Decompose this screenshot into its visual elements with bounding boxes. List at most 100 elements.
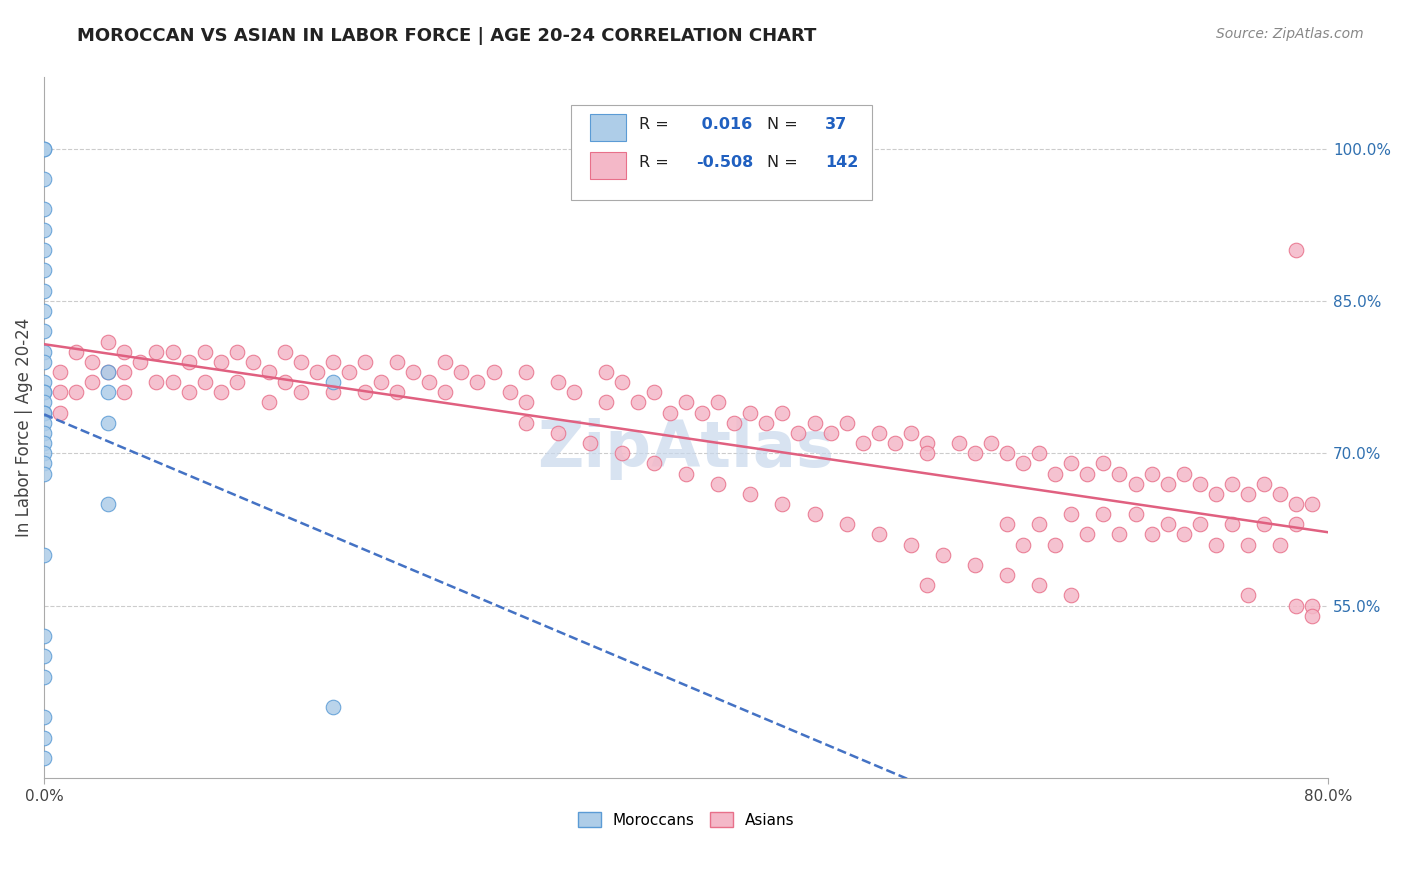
Point bbox=[1140, 467, 1163, 481]
Point bbox=[643, 385, 665, 400]
Point bbox=[915, 446, 938, 460]
Text: R =: R = bbox=[638, 117, 673, 132]
Point bbox=[1060, 589, 1083, 603]
Point bbox=[1268, 538, 1291, 552]
Point bbox=[145, 344, 167, 359]
Point bbox=[515, 416, 537, 430]
Point bbox=[1156, 476, 1178, 491]
Point bbox=[32, 344, 55, 359]
Point bbox=[1285, 497, 1308, 511]
Point bbox=[1285, 243, 1308, 257]
Point bbox=[322, 385, 344, 400]
Point bbox=[387, 355, 409, 369]
Point bbox=[723, 416, 745, 430]
Point bbox=[32, 467, 55, 481]
Text: N =: N = bbox=[768, 155, 803, 170]
Point bbox=[803, 416, 825, 430]
Point bbox=[49, 365, 72, 379]
Point bbox=[322, 700, 344, 714]
Point bbox=[194, 375, 217, 389]
Text: 37: 37 bbox=[825, 117, 846, 132]
Point bbox=[49, 385, 72, 400]
Point bbox=[515, 365, 537, 379]
Point bbox=[1188, 517, 1211, 532]
Point bbox=[32, 710, 55, 724]
Point bbox=[418, 375, 440, 389]
Point bbox=[1285, 517, 1308, 532]
Point bbox=[162, 344, 184, 359]
Point bbox=[1253, 517, 1275, 532]
Point bbox=[498, 385, 520, 400]
Point bbox=[643, 456, 665, 470]
Point bbox=[995, 568, 1018, 582]
Point bbox=[257, 365, 280, 379]
Point bbox=[787, 425, 810, 440]
Point bbox=[32, 243, 55, 257]
Point bbox=[434, 355, 457, 369]
Point bbox=[562, 385, 585, 400]
Point bbox=[675, 467, 697, 481]
Point bbox=[1060, 456, 1083, 470]
Point bbox=[963, 558, 986, 572]
Point bbox=[1108, 467, 1130, 481]
Point bbox=[225, 344, 247, 359]
Point bbox=[1205, 538, 1227, 552]
Point bbox=[659, 406, 682, 420]
Point bbox=[257, 395, 280, 409]
Point bbox=[868, 425, 890, 440]
Point bbox=[225, 375, 247, 389]
Point bbox=[932, 548, 955, 562]
Point bbox=[707, 476, 730, 491]
Point bbox=[963, 446, 986, 460]
Point bbox=[290, 355, 312, 369]
FancyBboxPatch shape bbox=[571, 105, 872, 200]
Point bbox=[883, 436, 905, 450]
Point bbox=[1028, 446, 1050, 460]
Point bbox=[32, 416, 55, 430]
Point bbox=[1076, 527, 1098, 541]
Point bbox=[1140, 527, 1163, 541]
Point bbox=[177, 355, 200, 369]
Point bbox=[370, 375, 392, 389]
Point bbox=[900, 425, 922, 440]
Point bbox=[868, 527, 890, 541]
Point bbox=[515, 395, 537, 409]
Point bbox=[32, 263, 55, 277]
Point bbox=[1028, 578, 1050, 592]
Point bbox=[337, 365, 360, 379]
Point bbox=[97, 334, 120, 349]
Point bbox=[32, 446, 55, 460]
Point bbox=[915, 436, 938, 450]
Point bbox=[145, 375, 167, 389]
Point bbox=[1301, 608, 1323, 623]
Point bbox=[434, 385, 457, 400]
Point bbox=[1301, 497, 1323, 511]
Point bbox=[274, 344, 297, 359]
Point bbox=[1220, 476, 1243, 491]
Point bbox=[1268, 487, 1291, 501]
Point bbox=[1301, 599, 1323, 613]
Point bbox=[610, 375, 633, 389]
Point bbox=[1060, 507, 1083, 521]
Point bbox=[290, 385, 312, 400]
Point bbox=[995, 517, 1018, 532]
Text: ZipAtlas: ZipAtlas bbox=[537, 417, 835, 480]
Point bbox=[32, 385, 55, 400]
Point bbox=[1188, 476, 1211, 491]
Point bbox=[740, 406, 762, 420]
Point bbox=[97, 416, 120, 430]
Point bbox=[32, 670, 55, 684]
Point bbox=[32, 385, 55, 400]
Point bbox=[740, 487, 762, 501]
Point bbox=[547, 375, 569, 389]
Point bbox=[112, 385, 135, 400]
Point bbox=[1237, 538, 1260, 552]
Point bbox=[32, 304, 55, 318]
Point bbox=[610, 446, 633, 460]
Point bbox=[354, 385, 377, 400]
Point bbox=[755, 416, 778, 430]
Point bbox=[194, 344, 217, 359]
Point bbox=[1028, 517, 1050, 532]
Point bbox=[690, 406, 713, 420]
Point bbox=[32, 436, 55, 450]
